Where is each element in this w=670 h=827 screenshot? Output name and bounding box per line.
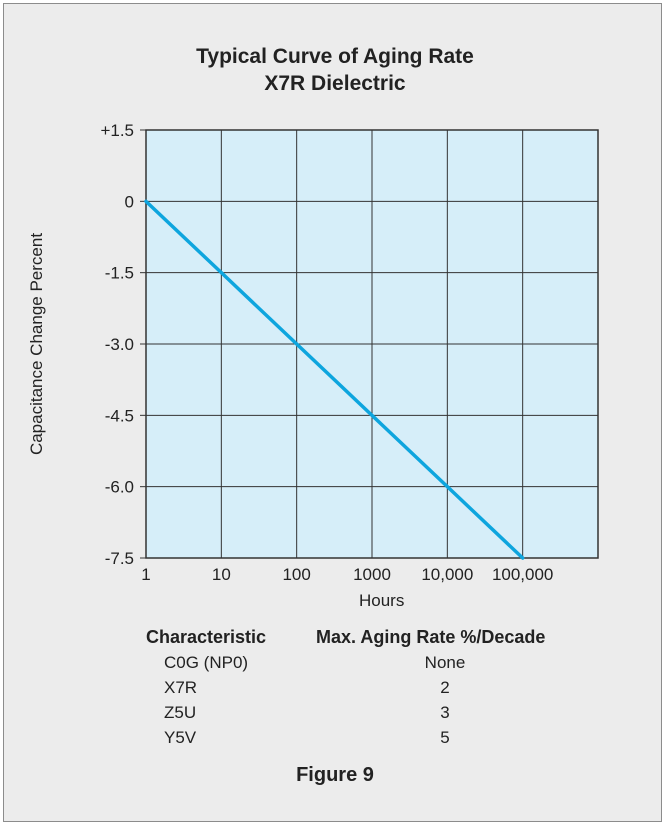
y-tick-label: 0	[125, 192, 134, 211]
x-tick-label: 10,000	[421, 565, 473, 584]
x-tick-label: 100,000	[492, 565, 553, 584]
chart-title-line-1: Typical Curve of Aging Rate	[196, 45, 474, 68]
data-point	[370, 414, 374, 417]
table-row-1-characteristic: C0G (NP0)	[164, 653, 249, 672]
table-row-2-characteristic: X7R	[164, 678, 198, 697]
y-axis-label: Capacitance Change Percent	[27, 233, 46, 455]
figure-caption: Figure 9	[296, 764, 374, 786]
x-tick-label: 1000	[353, 565, 391, 584]
y-tick-label: +1.5	[100, 121, 134, 140]
table-row-3-rate: 3	[440, 703, 450, 722]
y-tick-label: -1.5	[105, 264, 134, 283]
chart-title-line-2: X7R Dielectric	[264, 72, 406, 95]
y-tick-label: -4.5	[105, 406, 134, 425]
aging-rate-line	[144, 199, 525, 560]
table-row-4-rate: 5	[440, 728, 450, 747]
table-row-4-characteristic: Y5V	[164, 728, 197, 747]
x-tick-label: 1	[141, 565, 150, 584]
aging-rate-chart: +1.5 0 -1.5 -3.0 -4.5 -6.0 -7.5 1 10 100 1000 10,00…	[27, 121, 599, 610]
data-point	[144, 200, 148, 203]
data-point	[521, 556, 524, 560]
y-tick-label: -3.0	[105, 335, 134, 354]
table-row-1-rate: None	[424, 653, 466, 672]
data-point	[446, 485, 449, 488]
table-header-characteristic: Characteristic	[146, 627, 267, 647]
data-point	[220, 271, 223, 274]
y-tick-label: -7.5	[105, 549, 134, 568]
x-axis-label: Hours	[359, 591, 404, 610]
x-tick-label: 100	[282, 565, 310, 584]
data-point	[295, 342, 298, 346]
x-tick-label: 10	[212, 565, 231, 584]
table-header-aging-rate: Max. Aging Rate %/Decade	[316, 627, 546, 647]
table-row-2-rate: 2	[440, 678, 450, 697]
y-tick-label: -6.0	[105, 478, 134, 497]
table-row-3-characteristic: Z5U	[164, 703, 197, 722]
